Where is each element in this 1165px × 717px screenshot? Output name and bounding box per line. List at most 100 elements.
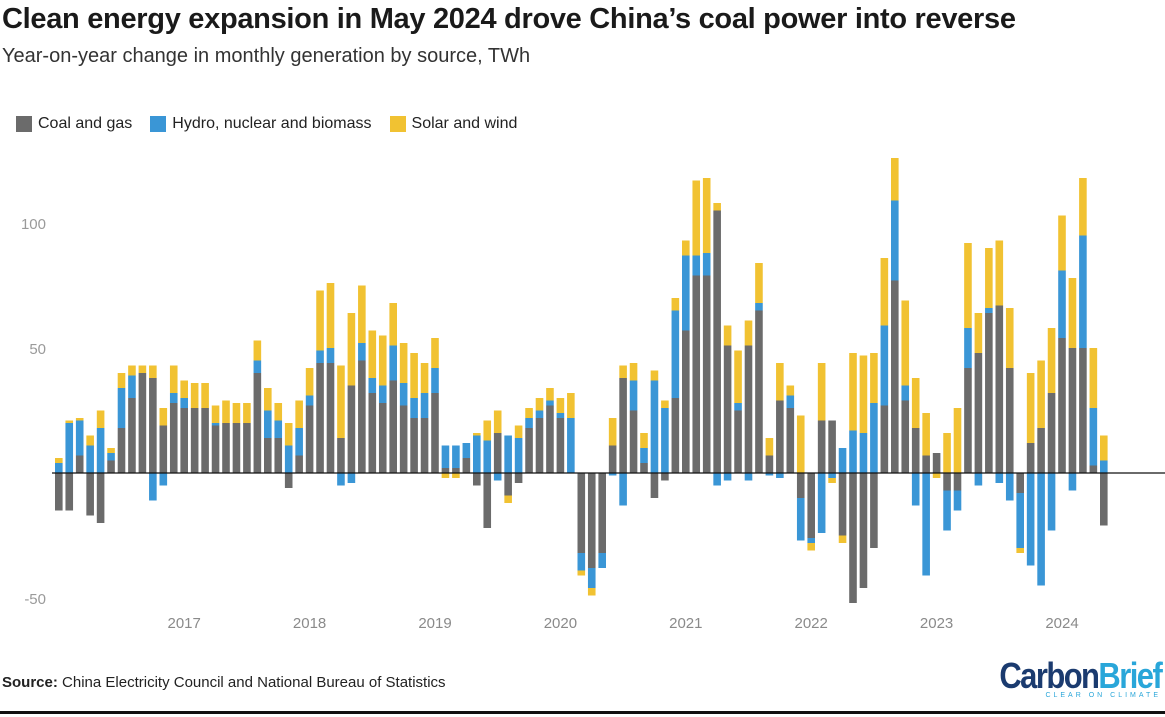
bar-segment-solar-wind <box>995 240 1004 306</box>
bar-segment-solar-wind <box>661 400 669 408</box>
bar-segment-hydro <box>755 303 763 311</box>
bar-segment-hydro <box>640 448 648 463</box>
bar-segment-hydro <box>796 498 805 541</box>
bar-segment-hydro <box>1079 235 1087 348</box>
bar-segment-coal-gas <box>483 473 492 528</box>
bar-segment-coal-gas <box>859 473 868 588</box>
bar-segment-hydro <box>849 430 857 473</box>
bar-segment-coal-gas <box>462 458 471 473</box>
bar-segment-hydro <box>556 413 565 418</box>
bar-segment-hydro <box>473 435 481 473</box>
bar-segment-solar-wind <box>1005 308 1014 368</box>
bar-segment-hydro <box>838 448 847 473</box>
bar-segment-hydro <box>587 568 596 588</box>
bar-segment-solar-wind <box>305 368 314 396</box>
bar-segment-coal-gas <box>755 310 763 473</box>
source-label: Source: <box>2 674 58 691</box>
bar-segment-solar-wind <box>295 400 303 428</box>
x-tick-label: 2019 <box>418 615 451 632</box>
bar-segment-hydro <box>859 433 868 473</box>
bar-segment-solar-wind <box>943 433 951 473</box>
bar-segment-hydro <box>504 435 512 473</box>
bar-segment-coal-gas <box>661 473 669 481</box>
bar-segment-coal-gas <box>598 473 606 553</box>
bar-segment-coal-gas <box>891 280 899 473</box>
bar-segment-hydro <box>817 473 826 533</box>
bar-segment-coal-gas <box>1005 368 1014 473</box>
bar-segment-coal-gas <box>138 373 147 473</box>
bar-segment-solar-wind <box>347 313 356 386</box>
stacked-bar-chart: -50 50 100 2017 2018 2019 2020 2021 2022 2023 2024 <box>21 158 1165 632</box>
bar-segment-solar-wind <box>117 373 126 388</box>
bar-segment-coal-gas <box>682 330 690 473</box>
bar-segment-solar-wind <box>985 248 993 308</box>
bar-segment-coal-gas <box>786 408 795 473</box>
bar-segment-hydro <box>264 410 272 438</box>
bar-segment-solar-wind <box>138 365 147 373</box>
bar-segment-hydro <box>870 403 878 473</box>
bar-segment-coal-gas <box>169 403 178 473</box>
bar-segment-coal-gas <box>514 473 523 483</box>
bar-segment-coal-gas <box>546 405 554 473</box>
bar-segment-coal-gas <box>953 473 962 491</box>
bar-segment-coal-gas <box>316 363 324 473</box>
bar-segment-solar-wind <box>1037 360 1045 428</box>
bar-segment-solar-wind <box>55 458 63 463</box>
bar-segment-hydro <box>117 388 126 428</box>
carbonbrief-logo: CarbonBrief CLEAR ON CLIMATE <box>973 656 1162 700</box>
legend-label: Hydro, nuclear and biomass <box>172 115 372 132</box>
x-tick-label: 2021 <box>669 615 702 632</box>
bar-segment-solar-wind <box>65 420 74 423</box>
bar-segment-hydro <box>1100 460 1108 473</box>
bar-segment-hydro <box>953 490 962 511</box>
bar-segment-coal-gas <box>608 445 617 473</box>
bar-segment-solar-wind <box>828 478 836 483</box>
bar-segment-solar-wind <box>107 448 115 453</box>
bar-segment-coal-gas <box>880 405 889 473</box>
bar-segment-solar-wind <box>159 408 168 426</box>
bar-segment-hydro <box>880 325 889 406</box>
chart-title: Clean energy expansion in May 2024 drove… <box>2 3 1016 35</box>
bar-segment-solar-wind <box>180 380 188 398</box>
x-tick-label: 2020 <box>544 615 577 632</box>
bar-segment-coal-gas <box>128 398 136 473</box>
bar-segment-solar-wind <box>891 158 899 201</box>
bar-segment-hydro <box>159 473 168 486</box>
bar-segment-coal-gas <box>671 398 680 473</box>
bar-segment-solar-wind <box>817 363 826 421</box>
bar-segment-solar-wind <box>1068 278 1077 348</box>
bar-segment-coal-gas <box>441 468 450 473</box>
bar-segment-solar-wind <box>744 320 753 346</box>
bar-segment-hydro <box>107 453 115 461</box>
bar-segment-coal-gas <box>692 275 701 473</box>
bar-segment-hydro <box>1058 270 1066 338</box>
bar-segment-coal-gas <box>964 368 972 473</box>
bar-segment-coal-gas <box>452 468 460 473</box>
logo-tagline: CLEAR ON CLIMATE <box>1045 692 1161 699</box>
bar-segment-solar-wind <box>493 410 502 433</box>
bar-segment-coal-gas <box>347 385 356 473</box>
bar-segment-hydro <box>337 473 345 486</box>
bar-segment-hydro <box>368 378 377 393</box>
bar-segment-coal-gas <box>493 433 502 473</box>
bar-segment-solar-wind <box>1089 348 1098 408</box>
bar-segment-solar-wind <box>1047 328 1056 393</box>
bar-segment-hydro <box>546 400 554 406</box>
bar-segment-coal-gas <box>264 438 272 473</box>
bar-segment-solar-wind <box>274 403 283 421</box>
bar-segment-coal-gas <box>1068 348 1077 473</box>
bar-segment-coal-gas <box>410 418 418 473</box>
bar-segment-solar-wind <box>608 418 617 446</box>
bar-segment-coal-gas <box>96 473 105 523</box>
bar-segment-coal-gas <box>399 405 408 473</box>
bar-segment-coal-gas <box>55 473 63 511</box>
bar-segment-solar-wind <box>734 350 742 403</box>
bar-segment-coal-gas <box>326 363 335 473</box>
bar-segment-solar-wind <box>671 298 680 311</box>
bar-segment-hydro <box>305 395 314 406</box>
bar-segment-coal-gas <box>107 460 115 473</box>
bar-segment-coal-gas <box>985 313 993 473</box>
legend: Coal and gas Hydro, nuclear and biomass … <box>16 115 517 133</box>
bar-segment-hydro <box>1037 473 1045 586</box>
bar-segment-hydro <box>128 375 136 398</box>
